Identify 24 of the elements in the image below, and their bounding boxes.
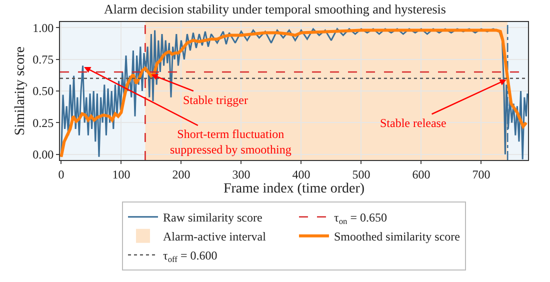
y-tick-label: 1.00	[32, 20, 54, 35]
chart-title: Alarm decision stability under temporal smoothing and hysteresis	[104, 1, 446, 16]
y-tick-label: 0.50	[32, 84, 54, 98]
legend-label: τ$_{off}$ = 0.600	[163, 248, 218, 264]
x-tick-label: 400	[292, 167, 310, 182]
annotation: Short-term fluctuation suppressed by smoothing	[170, 127, 292, 157]
x-tick-label: 300	[232, 167, 250, 182]
x-tick-label: 500	[352, 167, 370, 182]
y-tick-label: 0.00	[32, 148, 54, 162]
x-axis-title: Frame index (time order)	[223, 182, 365, 197]
legend-label: Raw similarity score	[163, 210, 262, 225]
y-tick-label: 0.75	[32, 52, 54, 67]
legend-label: τ$_{on}$ = 0.650	[334, 210, 387, 226]
x-tick-label: 100	[112, 167, 130, 182]
x-tick-label: 200	[172, 167, 190, 182]
annotation: Stable trigger	[183, 93, 248, 107]
legend-label: Alarm-active interval	[163, 230, 267, 244]
y-tick-label: 0.25	[32, 116, 54, 130]
annotation: Stable release	[380, 116, 446, 130]
x-tick-label: 700	[472, 167, 490, 182]
x-tick-label: 0	[58, 167, 64, 182]
legend-label: Smoothed similarity score	[334, 230, 460, 244]
x-tick-label: 600	[412, 167, 430, 182]
y-axis-title: Similarity score	[13, 46, 28, 136]
